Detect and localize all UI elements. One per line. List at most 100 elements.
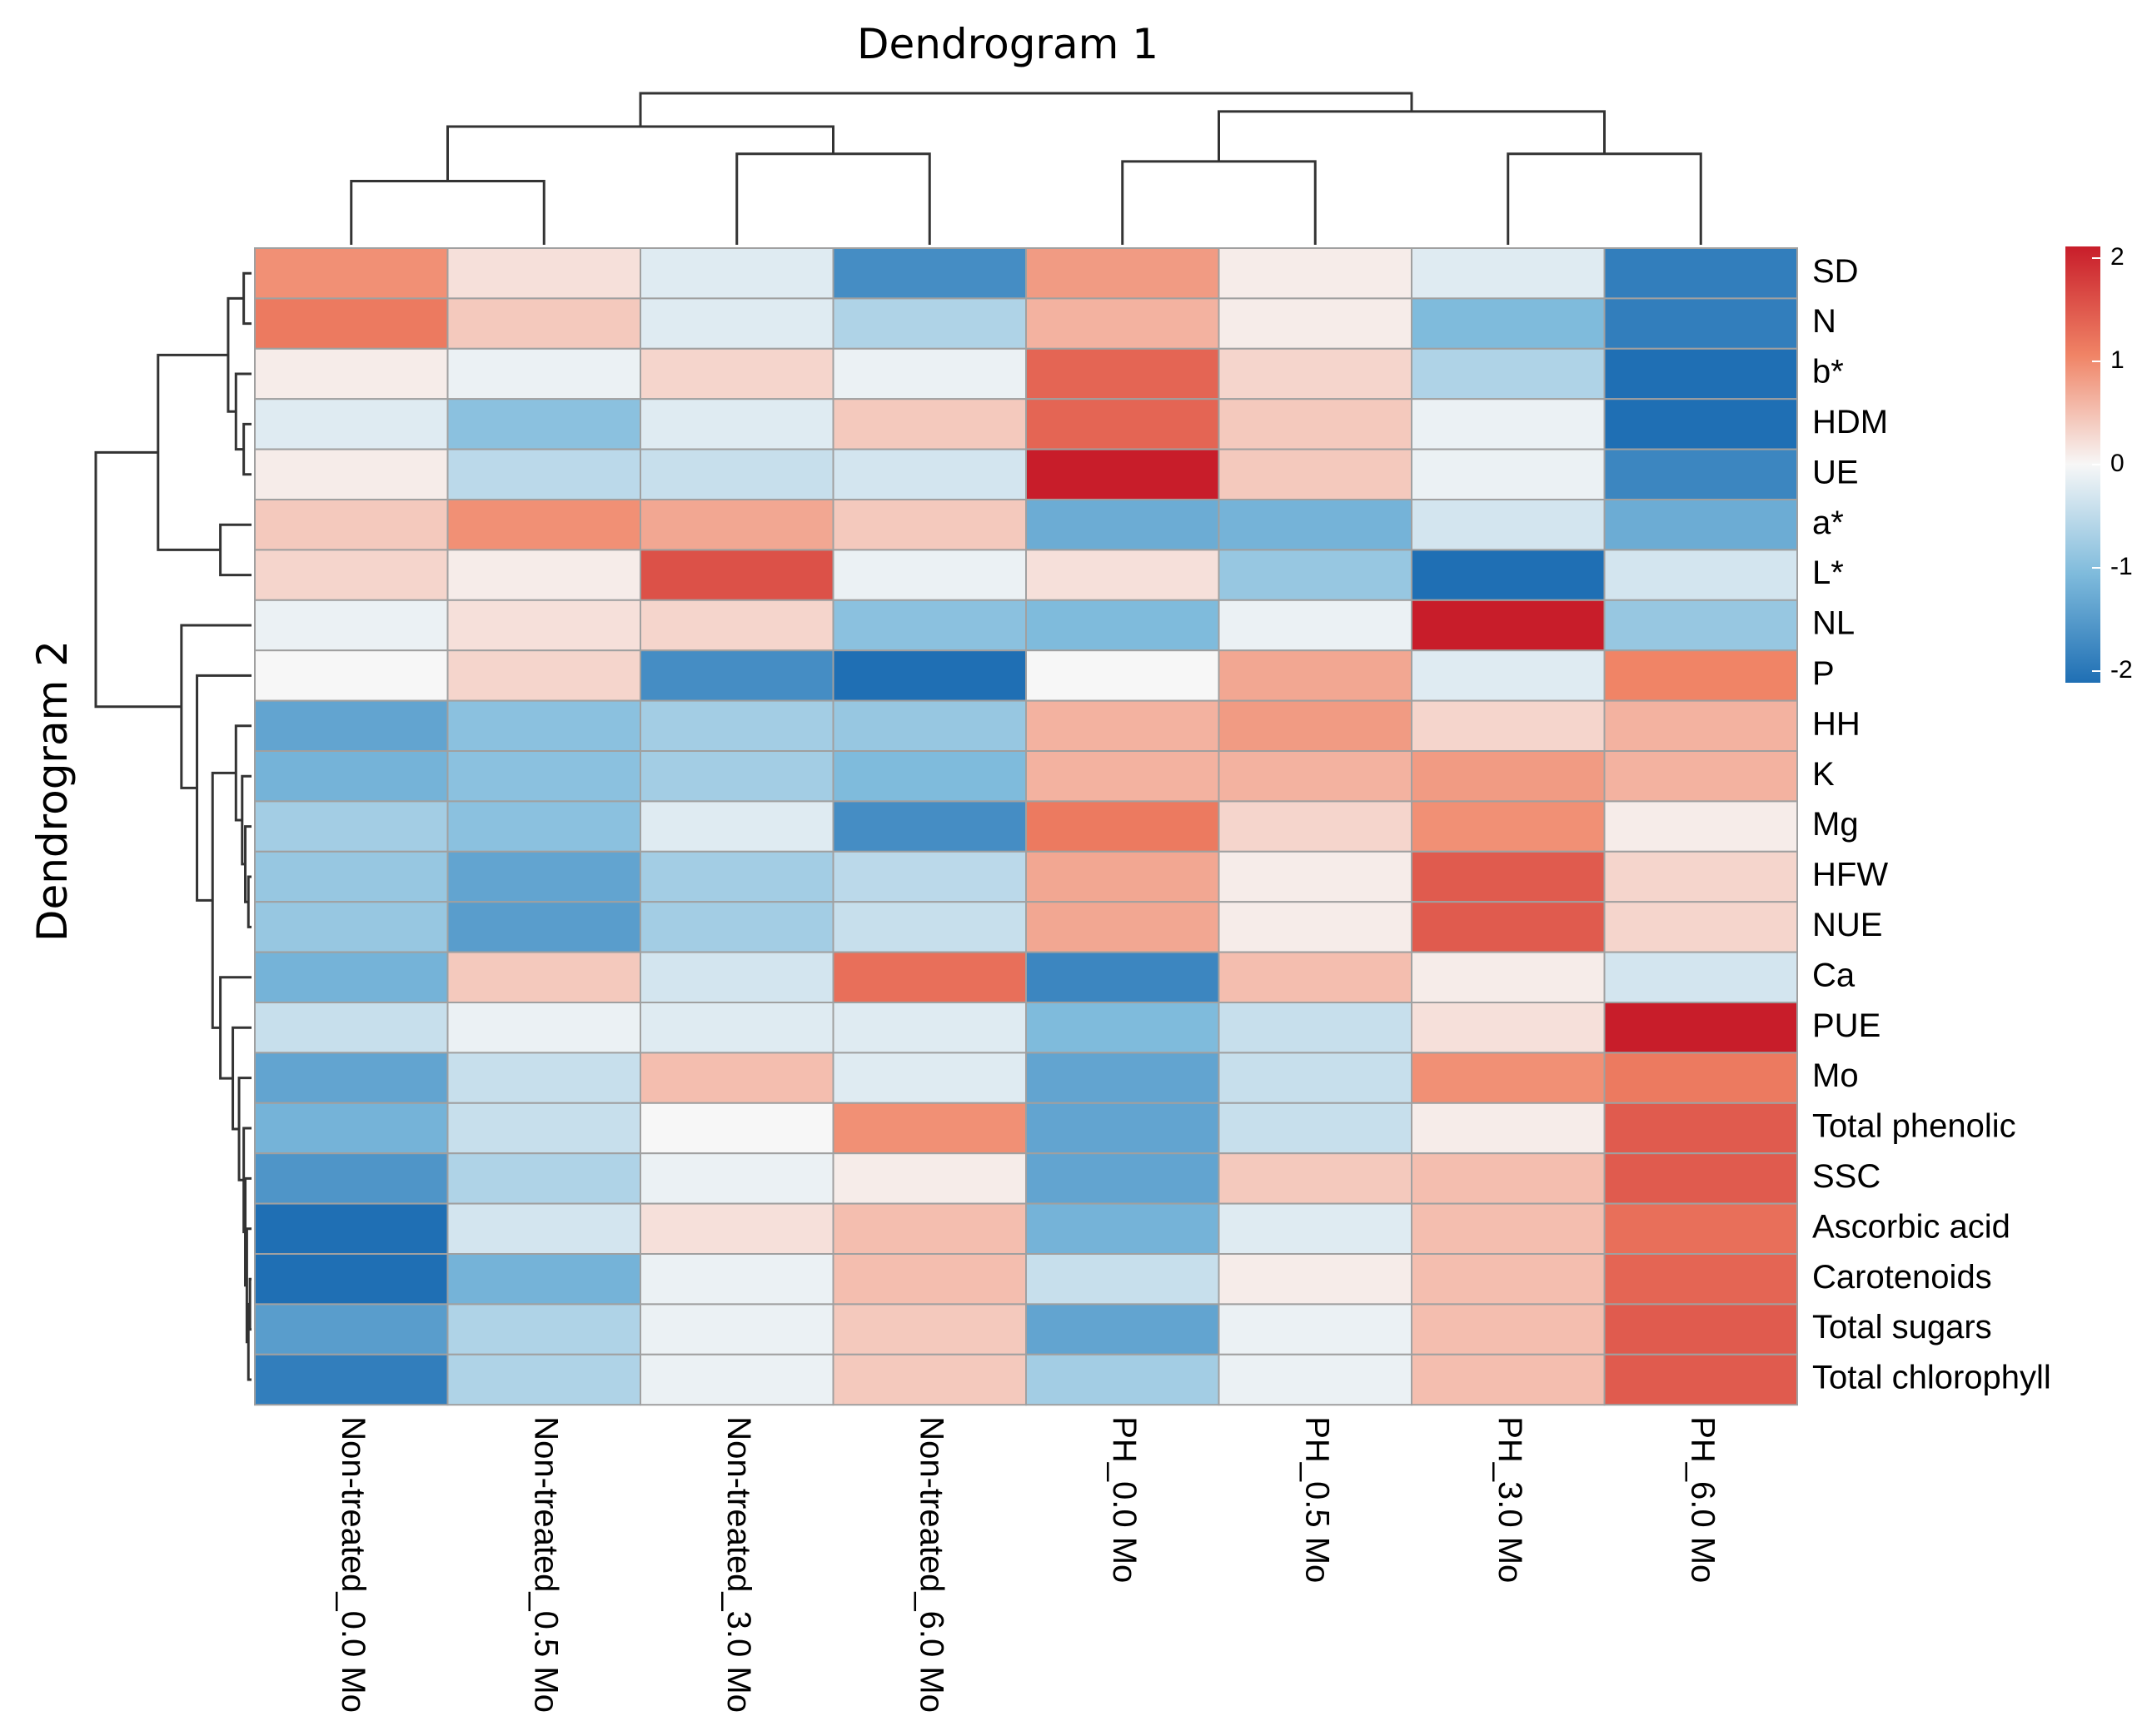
row-label: Mo (1812, 1057, 1859, 1094)
heatmap-cell (640, 649, 834, 702)
heatmap-cell (1411, 599, 1606, 652)
heatmap-cell (640, 800, 834, 853)
heatmap-cell (1411, 297, 1606, 350)
row-label: Ascorbic acid (1812, 1208, 2010, 1245)
heatmap-cell (1411, 649, 1606, 702)
heatmap-cell (640, 850, 834, 903)
row-dendrogram (94, 271, 252, 1381)
heatmap-cell (1411, 750, 1606, 803)
row-dendrogram-branch (242, 422, 252, 476)
heatmap-cell (832, 297, 1027, 350)
heatmap-cell (446, 1353, 641, 1406)
heatmap-cell (254, 599, 449, 652)
heatmap-cell (446, 398, 641, 450)
heatmap-cell (640, 901, 834, 953)
heatmap-cell (1025, 297, 1220, 350)
heatmap-cell (832, 1303, 1027, 1355)
heatmap-cell (446, 649, 641, 702)
heatmap-cell (1411, 901, 1606, 953)
heatmap-cell (1603, 549, 1798, 601)
row-dendrogram-branch (211, 771, 237, 1029)
heatmap-cell (254, 1202, 449, 1255)
legend-ticks: 2 1 0 -1 -2 (2092, 243, 2133, 684)
heatmap-cell (832, 347, 1027, 400)
row-dendrogram-branch (157, 353, 228, 551)
row-dendrogram-branch (94, 450, 182, 709)
row-label: L* (1812, 555, 1844, 591)
heatmap-cell (640, 1102, 834, 1155)
heatmap-cell (1603, 398, 1798, 450)
row-label: Ca (1812, 957, 1856, 993)
heatmap-cell (446, 1303, 641, 1355)
heatmap-cell (254, 750, 449, 803)
dendrogram-1-title: Dendrogram 1 (857, 20, 1158, 68)
heatmap-cell (1025, 549, 1220, 601)
row-label: UE (1812, 454, 1859, 490)
heatmap-cell (446, 247, 641, 300)
legend-tick-label: -1 (2110, 553, 2133, 580)
heatmap-cell (640, 549, 834, 601)
heatmap-cell (446, 1253, 641, 1306)
column-labels: Non-treated_0.0 Mo Non-treated_0.5 Mo Non-… (335, 1416, 1721, 1713)
heatmap-cell (832, 750, 1027, 803)
heatmap-cell (1218, 297, 1412, 350)
heatmap-cell (832, 1002, 1027, 1054)
heatmap-cell (1411, 499, 1606, 551)
heatmap-cell (1218, 850, 1412, 903)
heatmap-cell (640, 951, 834, 1003)
heatmap-cell (640, 1253, 834, 1306)
heatmap-cell (1603, 850, 1798, 903)
heatmap-cell (1218, 649, 1412, 702)
heatmap-cell (1411, 448, 1606, 500)
heatmap-cell (640, 347, 834, 400)
heatmap-cell (1025, 649, 1220, 702)
column-dendrogram-branch (1507, 152, 1702, 245)
row-dendrogram-branch (180, 624, 252, 789)
heatmap-cell (254, 800, 449, 853)
heatmap-cell (640, 448, 834, 500)
heatmap-cell (640, 1353, 834, 1406)
heatmap-cell (1025, 1052, 1220, 1104)
heatmap-cell (1603, 499, 1798, 551)
heatmap-cell (1603, 297, 1798, 350)
row-dendrogram-branch (242, 1127, 252, 1234)
heatmap-cell (446, 951, 641, 1003)
heatmap-cell (254, 448, 449, 500)
heatmap-cell (1025, 750, 1220, 803)
color-legend: 2 1 0 -1 -2 (2065, 243, 2133, 684)
heatmap-cell (254, 398, 449, 450)
heatmap-cell (832, 1102, 1027, 1155)
heatmap-cell (1218, 247, 1412, 300)
heatmap-cell (1411, 951, 1606, 1003)
heatmap-cell (1025, 347, 1220, 400)
heatmap-cell (254, 1102, 449, 1155)
heatmap-cell (1603, 1353, 1798, 1406)
heatmap-cell (1218, 1152, 1412, 1205)
column-dendrogram (350, 92, 1702, 245)
row-label: a* (1812, 505, 1844, 541)
heatmap-cell (640, 1202, 834, 1255)
heatmap-cell (1603, 800, 1798, 853)
heatmap-cell (1218, 750, 1412, 803)
heatmap-cell (832, 1202, 1027, 1255)
heatmap-cell (832, 398, 1027, 450)
heatmap-cell (1218, 1052, 1412, 1104)
heatmap-cell (1025, 1253, 1220, 1306)
heatmap-cell (446, 448, 641, 500)
legend-tick-label: -2 (2110, 656, 2133, 684)
heatmap-cell (832, 1253, 1027, 1306)
legend-tick-label: 2 (2110, 243, 2125, 271)
heatmap-cell (254, 499, 449, 551)
row-label: Total chlorophyll (1812, 1360, 2051, 1396)
heatmap-cell (832, 1353, 1027, 1406)
row-dendrogram-branch (234, 724, 252, 822)
heatmap-cell (1411, 1102, 1606, 1155)
heatmap-cell (1218, 549, 1412, 601)
column-dendrogram-branch (639, 92, 1413, 127)
heatmap-cell (640, 1052, 834, 1104)
heatmap-cell (254, 1002, 449, 1054)
heatmap-cell (1603, 699, 1798, 752)
heatmap-cell (1218, 901, 1412, 953)
heatmap-cell (1603, 1052, 1798, 1104)
heatmap-cell (1025, 1002, 1220, 1054)
